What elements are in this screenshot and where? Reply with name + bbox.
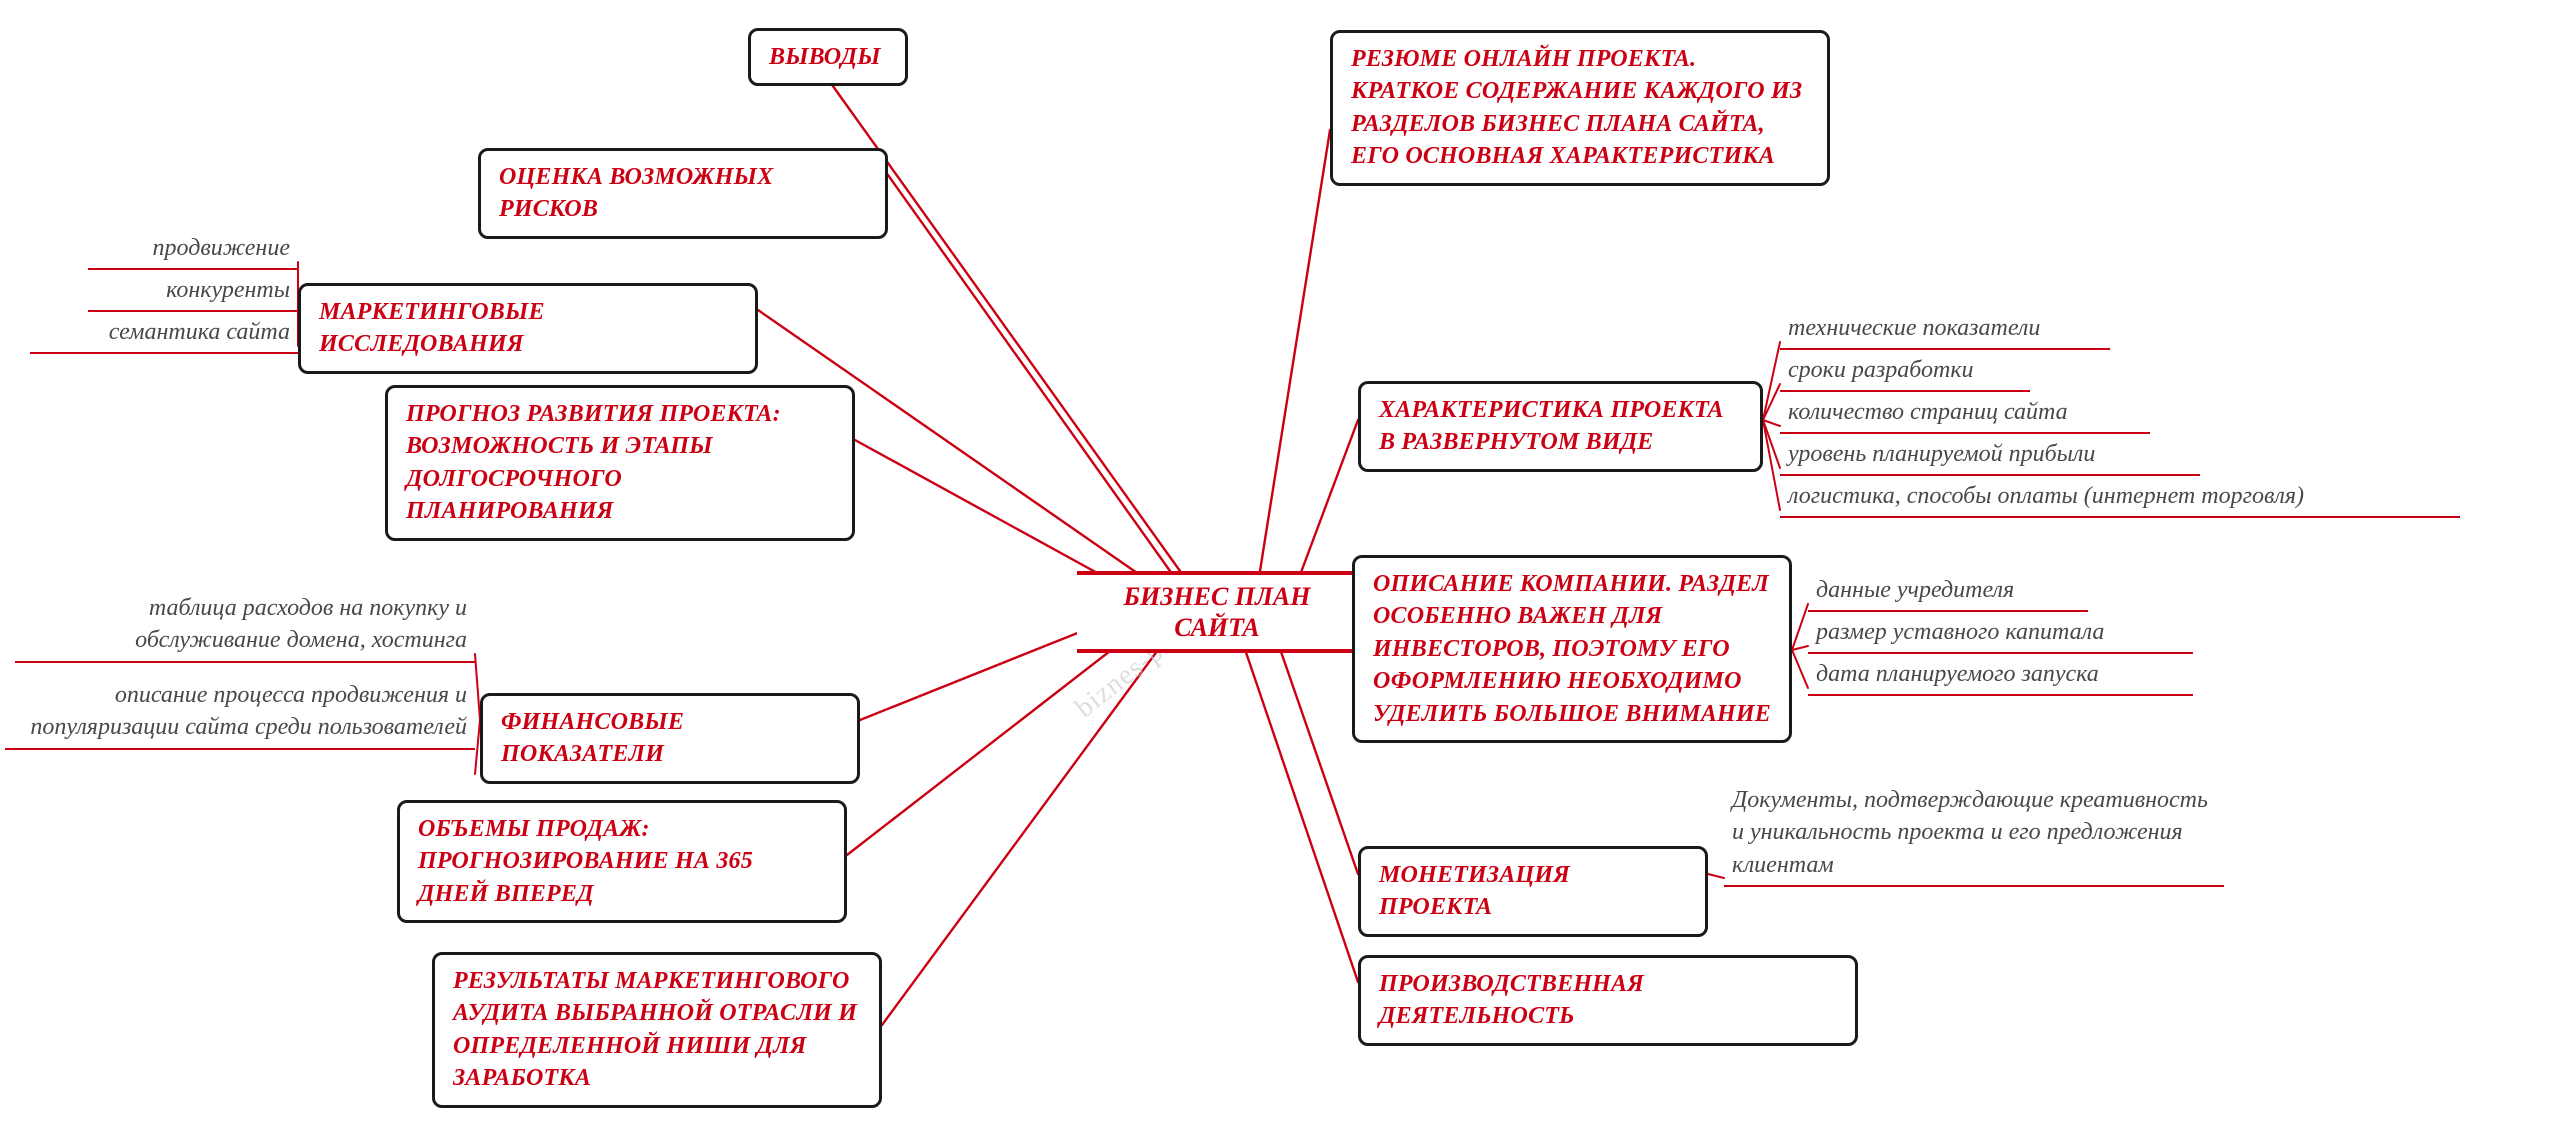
subitem: уровень планируемой прибыли [1780, 434, 2200, 476]
node-monetization: МОНЕТИЗАЦИЯ ПРОЕКТА [1358, 846, 1708, 937]
mindmap-stage: biznes-prost.ru БИЗНЕС ПЛАН САЙТА ВЫВОДЫ… [0, 0, 2569, 1141]
node-conclusions: ВЫВОДЫ [748, 28, 908, 86]
node-risk-assessment: ОЦЕНКА ВОЗМОЖНЫХ РИСКОВ [478, 148, 888, 239]
subitem: данные учредителя [1808, 570, 2088, 612]
node-development-forecast: ПРОГНОЗ РАЗВИТИЯ ПРОЕКТА: ВОЗМОЖНОСТЬ И … [385, 385, 855, 541]
subitem: таблица расходов на покупку и обслуживан… [15, 588, 475, 663]
subitem: конкуренты [88, 270, 298, 312]
node-marketing-audit: РЕЗУЛЬТАТЫ МАРКЕТИНГОВОГО АУДИТА ВЫБРАНН… [432, 952, 882, 1108]
subitem: продвижение [88, 228, 298, 270]
subitem: дата планируемого запуска [1808, 654, 2193, 696]
subitem: количество страниц сайта [1780, 392, 2150, 434]
node-production-activity: ПРОИЗВОДСТВЕННАЯ ДЕЯТЕЛЬНОСТЬ [1358, 955, 1858, 1046]
subitem: описание процесса продвижения и популяри… [5, 675, 475, 750]
subitem: размер уставного капитала [1808, 612, 2193, 654]
subitem: сроки разработки [1780, 350, 2030, 392]
node-financial-indicators: ФИНАНСОВЫЕ ПОКАЗАТЕЛИ [480, 693, 860, 784]
subitem: Документы, подтверждающие креативность и… [1724, 780, 2224, 887]
node-marketing-research: МАРКЕТИНГОВЫЕ ИССЛЕДОВАНИЯ [298, 283, 758, 374]
node-sales-volume: ОБЪЕМЫ ПРОДАЖ: ПРОГНОЗИРОВАНИЕ НА 365 ДН… [397, 800, 847, 923]
center-node: БИЗНЕС ПЛАН САЙТА [1077, 571, 1357, 653]
node-company-description: ОПИСАНИЕ КОМПАНИИ. РАЗДЕЛ ОСОБЕННО ВАЖЕН… [1352, 555, 1792, 743]
subitem: логистика, способы оплаты (интернет торг… [1780, 476, 2460, 518]
subitem: семантика сайта [30, 312, 298, 354]
node-project-summary: РЕЗЮМЕ ОНЛАЙН ПРОЕКТА. КРАТКОЕ СОДЕРЖАНИ… [1330, 30, 1830, 186]
subitem: технические показатели [1780, 308, 2110, 350]
node-project-characteristics: ХАРАКТЕРИСТИКА ПРОЕКТА В РАЗВЕРНУТОМ ВИД… [1358, 381, 1763, 472]
